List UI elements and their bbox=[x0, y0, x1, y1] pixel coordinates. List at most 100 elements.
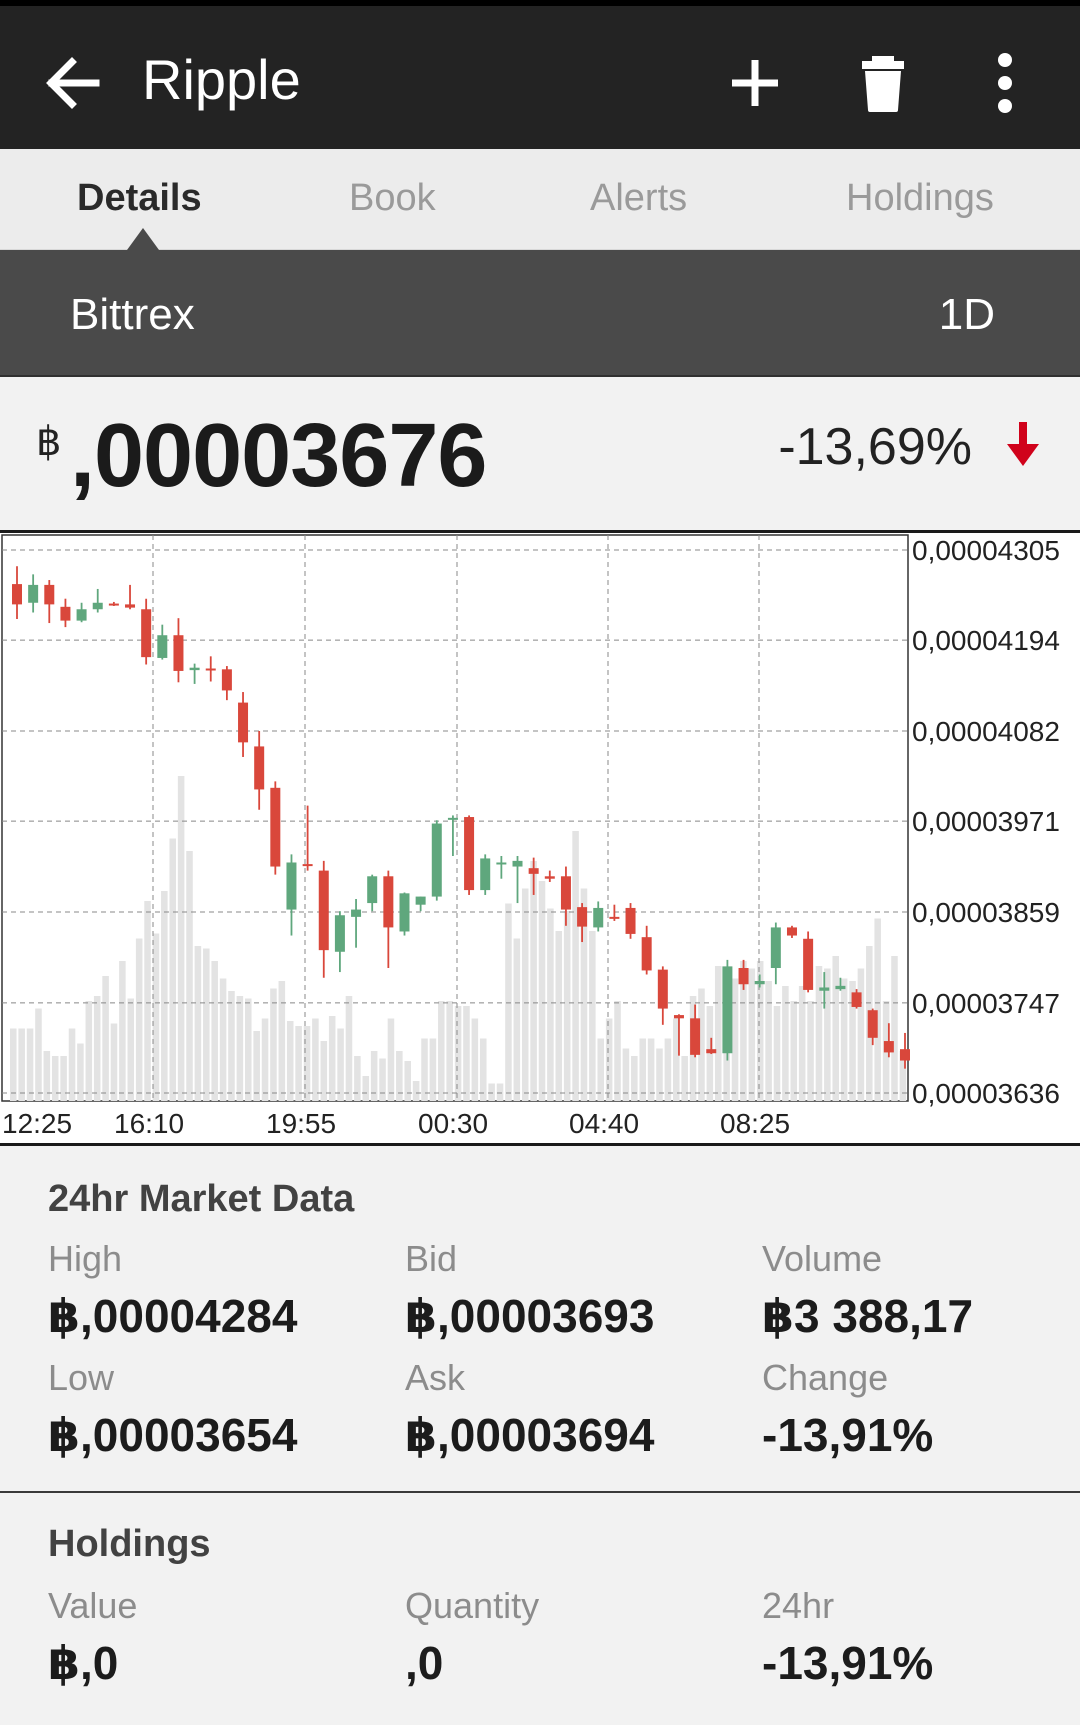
volume-bar bbox=[698, 988, 705, 1101]
holding-24hr-label: 24hr bbox=[762, 1585, 835, 1626]
volume-bar bbox=[270, 988, 277, 1101]
holding-quantity-label: Quantity bbox=[405, 1585, 540, 1626]
candle-body-down bbox=[60, 606, 71, 621]
candle-body-down bbox=[108, 603, 119, 606]
volume-label: Volume bbox=[762, 1238, 883, 1279]
y-tick-label: 0,00004082 bbox=[912, 716, 1060, 747]
volume-bar bbox=[320, 1041, 328, 1101]
candle-body-up bbox=[835, 985, 846, 990]
volume-bar bbox=[429, 1038, 437, 1101]
candle-body-up bbox=[157, 635, 168, 658]
more-vert-icon[interactable] bbox=[970, 48, 1040, 118]
candlestick-chart: 0,00004305 0,00004194 0,00004082 0,00003971… bbox=[1, 534, 1060, 1139]
volume-bar bbox=[790, 1001, 798, 1101]
volume-bar bbox=[26, 1028, 34, 1101]
candle-body-up bbox=[286, 862, 297, 910]
volume-bar bbox=[286, 1021, 294, 1101]
candle-body-up bbox=[28, 584, 39, 603]
volume-bar bbox=[807, 1001, 814, 1101]
tab-holdings[interactable]: Holdings bbox=[846, 177, 994, 219]
tab-details[interactable]: Details bbox=[77, 177, 202, 219]
volume-bar bbox=[555, 931, 563, 1101]
candle-body-down bbox=[641, 937, 652, 971]
volume-bar bbox=[832, 956, 840, 1101]
y-tick-label: 0,00003859 bbox=[912, 897, 1060, 928]
volume-bar bbox=[119, 961, 126, 1101]
volume-bar bbox=[891, 956, 898, 1101]
volume-bar bbox=[278, 981, 286, 1101]
candle-body-down bbox=[464, 817, 475, 891]
volume-bar bbox=[60, 1056, 67, 1101]
volume-bar bbox=[639, 1038, 646, 1101]
delete-icon[interactable] bbox=[848, 48, 918, 118]
x-tick-label: 04:40 bbox=[569, 1108, 639, 1139]
volume-bar bbox=[77, 1043, 84, 1101]
candle-body-down bbox=[302, 864, 313, 867]
tab-alerts[interactable]: Alerts bbox=[590, 177, 688, 219]
volume-bar bbox=[849, 981, 856, 1101]
candle-body-down bbox=[657, 969, 668, 1009]
y-tick-label: 0,00003971 bbox=[912, 806, 1060, 837]
low-value: ฿,00003654 bbox=[48, 1409, 298, 1461]
candle-body-down bbox=[851, 992, 862, 1007]
volume-bar bbox=[261, 1018, 269, 1101]
candle-body-down bbox=[560, 876, 571, 910]
y-tick-label: 0,00003747 bbox=[912, 988, 1060, 1019]
price-chart[interactable]: 0,00004305 0,00004194 0,00004082 0,00003971… bbox=[0, 530, 1080, 1146]
y-tick-label: 0,00003636 bbox=[912, 1078, 1060, 1109]
candle-body-down bbox=[803, 938, 814, 990]
holding-value-label: Value bbox=[48, 1585, 138, 1626]
page-title: Ripple bbox=[142, 48, 301, 111]
period-selector[interactable]: 1D bbox=[938, 290, 995, 339]
currency-symbol: ฿ bbox=[36, 420, 62, 464]
volume-bar bbox=[815, 966, 823, 1101]
volume-bar bbox=[438, 1001, 445, 1101]
candle-body-up bbox=[76, 609, 87, 621]
candle-body-down bbox=[528, 868, 539, 874]
volume-bar bbox=[773, 1006, 781, 1101]
volume-bar bbox=[798, 986, 806, 1101]
candle-body-down bbox=[867, 1010, 878, 1038]
volume-bar bbox=[840, 978, 848, 1101]
candle-body-up bbox=[496, 862, 507, 865]
arrow-down-icon bbox=[1007, 422, 1039, 466]
candle-body-up bbox=[754, 980, 765, 985]
volume-bar bbox=[446, 1001, 453, 1101]
add-icon[interactable] bbox=[720, 48, 790, 118]
volume-bar bbox=[454, 1006, 462, 1101]
volume-bar bbox=[93, 996, 101, 1101]
ask-value: ฿,00003694 bbox=[405, 1409, 655, 1461]
volume-bar bbox=[404, 1061, 411, 1101]
volume-bar bbox=[35, 1008, 42, 1101]
volume-bar bbox=[530, 861, 537, 1101]
candle-body-down bbox=[270, 787, 281, 867]
volume-bar bbox=[824, 968, 831, 1101]
candle-body-up bbox=[334, 915, 345, 952]
tab-book[interactable]: Book bbox=[349, 177, 436, 219]
x-tick-label: 16:10 bbox=[114, 1108, 184, 1139]
volume-bar bbox=[144, 901, 151, 1101]
volume-bar bbox=[370, 1051, 378, 1101]
volume-bar bbox=[211, 961, 218, 1101]
exchange-selector[interactable]: Bittrex bbox=[70, 290, 195, 339]
low-label: Low bbox=[48, 1357, 115, 1398]
holdings-heading: Holdings bbox=[48, 1523, 211, 1565]
candle-body-up bbox=[351, 909, 362, 917]
volume-bar bbox=[354, 1056, 361, 1101]
volume-bar bbox=[110, 1023, 118, 1101]
candle-body-up bbox=[189, 667, 200, 671]
volume-bar bbox=[295, 1026, 302, 1101]
candle-body-up bbox=[92, 602, 103, 610]
volume-bar bbox=[563, 911, 571, 1101]
candle-body-up bbox=[415, 896, 426, 905]
arrow-left-icon[interactable] bbox=[38, 48, 108, 118]
volume-bar bbox=[673, 1018, 680, 1101]
volume-bar bbox=[488, 1083, 495, 1101]
candle-body-down bbox=[625, 907, 636, 934]
volume-bar bbox=[396, 1051, 403, 1101]
candle-body-down bbox=[318, 870, 329, 951]
volume-value: ฿3 388,17 bbox=[762, 1290, 974, 1342]
volume-bar bbox=[681, 1056, 688, 1101]
volume-bar bbox=[186, 851, 193, 1101]
volume-bar bbox=[706, 1006, 714, 1101]
